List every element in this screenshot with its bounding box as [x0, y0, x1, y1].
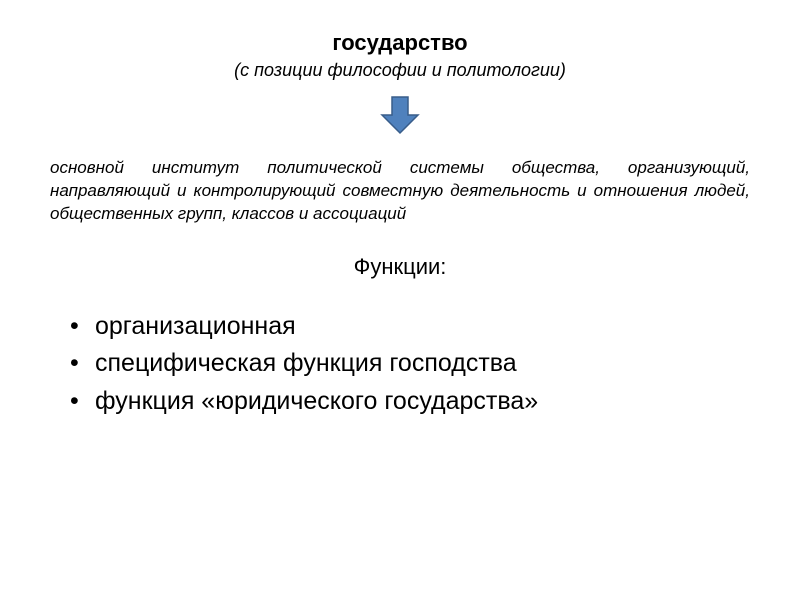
functions-heading: Функции:: [50, 254, 750, 280]
list-item: функция «юридического государства»: [70, 383, 750, 421]
list-item: специфическая функция господства: [70, 345, 750, 383]
down-arrow-icon: [378, 93, 422, 137]
page-title: государство: [50, 30, 750, 56]
definition-text: основной институт политической системы о…: [50, 157, 750, 226]
arrow-container: [50, 93, 750, 137]
functions-list: организационная специфическая функция го…: [50, 308, 750, 421]
page-subtitle: (с позиции философии и политологии): [50, 60, 750, 81]
list-item: организационная: [70, 308, 750, 346]
